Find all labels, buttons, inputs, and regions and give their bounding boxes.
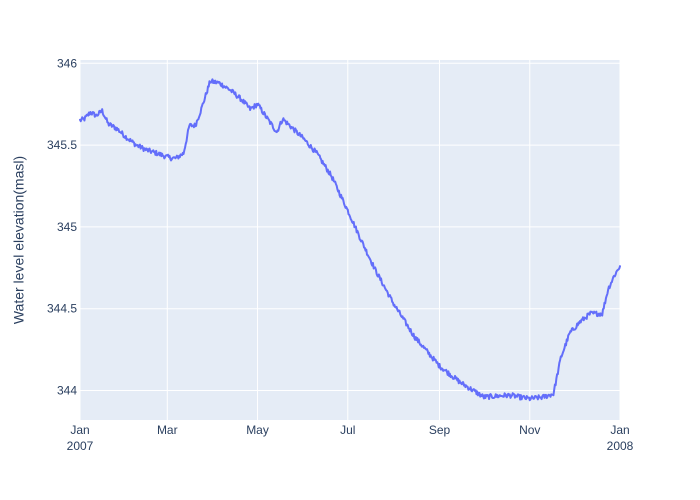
y-tick-label: 345 <box>57 220 77 234</box>
grid-lines <box>79 60 621 420</box>
x-tick-label: Jul <box>340 423 355 437</box>
x-tick-label: Nov <box>519 423 540 437</box>
y-axis-title: Water level elevation(masl) <box>11 156 27 324</box>
water-level-line <box>79 78 621 402</box>
x-tick-label: Jan <box>70 423 89 437</box>
x-tick-label: Jan <box>610 423 629 437</box>
y-tick-label: 345.5 <box>47 138 77 152</box>
x-tick-label: Sep <box>429 423 451 437</box>
x-tick-year-label: 2007 <box>67 439 94 453</box>
series-layer <box>79 78 621 402</box>
y-tick-label: 346 <box>57 56 77 70</box>
x-tick-label: May <box>246 423 269 437</box>
x-tick-label: Mar <box>157 423 178 437</box>
x-tick-year-label: 2008 <box>607 439 634 453</box>
plot-area <box>80 60 620 420</box>
y-tick-label: 344 <box>57 384 77 398</box>
y-tick-label: 344.5 <box>47 302 77 316</box>
y-axis-ticks: 344 344.5 345 345.5 346 <box>47 56 77 397</box>
x-axis-ticks: Jan 2007 Mar May Jul Sep Nov Jan 2008 <box>67 423 634 453</box>
